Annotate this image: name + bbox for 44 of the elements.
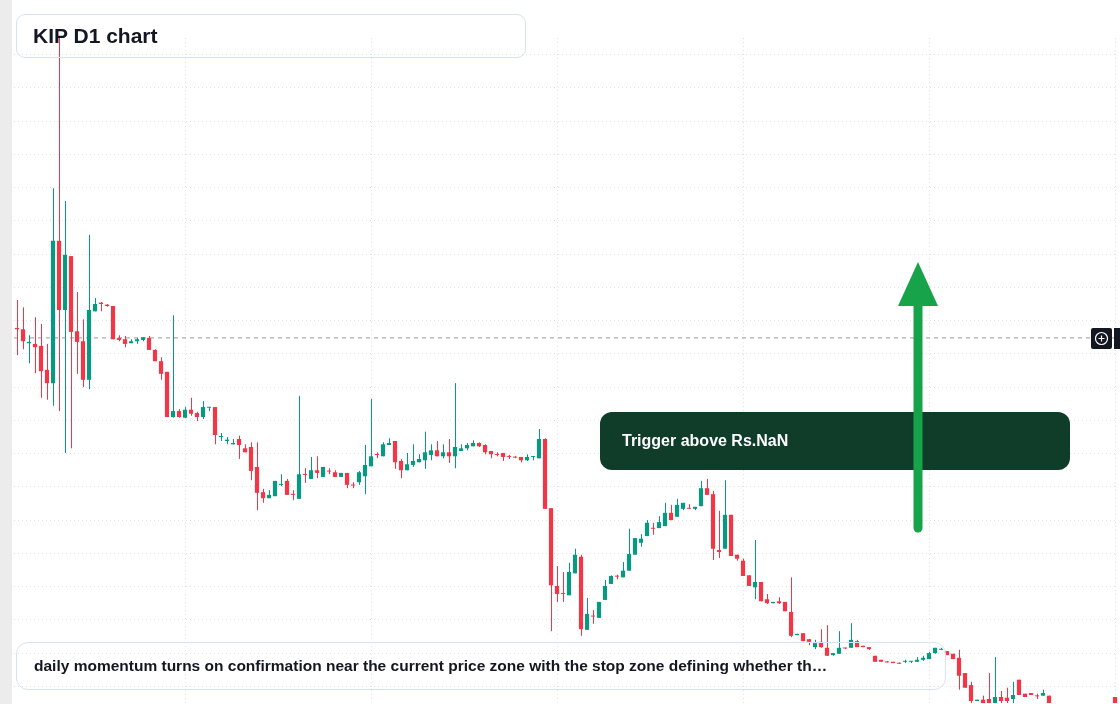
candlestick [452,382,458,469]
candlestick [626,528,632,572]
candlestick [986,672,992,704]
candlestick [956,649,962,691]
candlestick [362,444,368,495]
candlestick [302,467,308,484]
candlestick [590,609,596,625]
candlestick [554,565,560,603]
candlestick [824,624,830,657]
candlestick [158,356,164,381]
candlestick [410,443,416,468]
candlestick [752,539,758,600]
candlestick [1010,681,1016,704]
candlestick [572,548,578,574]
candlestick [446,438,452,464]
candlestick [584,597,590,631]
annotation: daily momentum turns on confirmation near the current price zone with the stop zone defining whether th… [16,642,946,690]
candlestick [716,510,722,559]
candlestick [698,480,704,507]
candlestick [650,522,656,536]
candlestick [314,455,320,479]
candlestick [74,291,80,375]
candlestick [236,435,242,460]
chart-title: KIP D1 chart [16,14,526,58]
candlestick [602,579,608,601]
candlestick [560,571,566,603]
candlestick [368,398,374,467]
candlestick [290,489,296,501]
candlestick [398,458,404,479]
candlestick [422,431,428,470]
candlestick [392,440,398,470]
callout-box: Trigger above Rs.NaN [600,412,1070,470]
candlestick [44,343,50,401]
candlestick [20,306,26,350]
candlestick [566,562,572,596]
candlestick [788,576,794,638]
candlestick [248,441,254,481]
candlestick [836,630,842,655]
candlestick [968,681,974,704]
candlestick [308,456,314,480]
candlestick [278,473,284,487]
candlestick [536,428,542,459]
candlestick [170,314,176,419]
candlestick [992,656,998,704]
